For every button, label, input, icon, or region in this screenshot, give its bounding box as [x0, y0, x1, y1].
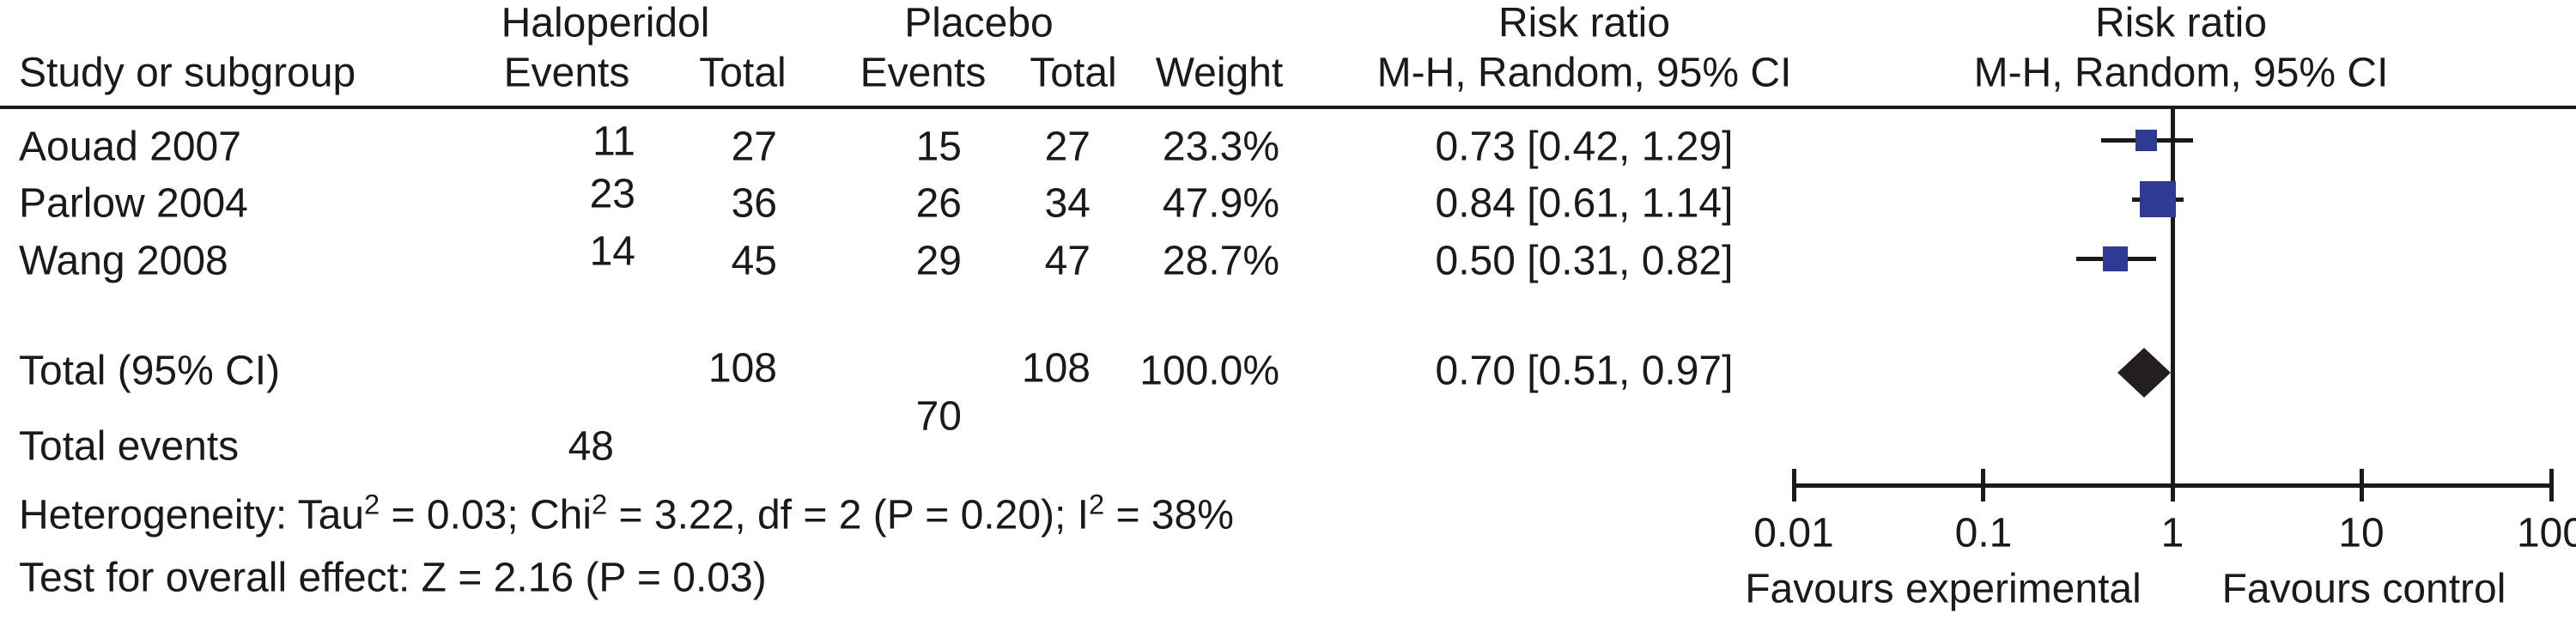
total-events-label: Total events [19, 423, 240, 470]
haloperidol-events-value: 11 [592, 119, 635, 165]
haloperidol-total-value: 45 [731, 238, 777, 284]
heterogeneity-stats: Heterogeneity: Tau2 = 0.03; Chi2 = 3.22,… [19, 488, 1234, 538]
haloperidol-total-value: 36 [731, 180, 777, 227]
effect-square [2103, 246, 2128, 271]
total-placebo-total: 108 [1021, 345, 1091, 392]
column-group-placebo: Placebo [904, 0, 1054, 46]
haloperidol-events-value: 23 [589, 171, 635, 217]
header-separator-line [0, 106, 2576, 109]
pooled-diamond [2117, 348, 2171, 398]
x-axis-tick [1981, 469, 1985, 501]
total-row-label: Total (95% CI) [19, 348, 281, 394]
header-placebo-total: Total [1030, 50, 1117, 96]
x-tick-label: 1 [2160, 510, 2184, 556]
effect-square [2140, 181, 2176, 217]
haloperidol-total-value: 27 [731, 124, 777, 170]
x-axis-tick [2360, 469, 2364, 501]
x-axis-tick [1792, 469, 1796, 501]
favours-experimental-label: Favours experimental [1745, 566, 2142, 612]
total-events-placebo: 70 [915, 393, 962, 440]
x-tick-label: 0.01 [1753, 510, 1834, 556]
weight-value: 28.7% [1162, 238, 1279, 284]
risk-ratio-ci-value: 0.50 [0.31, 0.82] [1435, 238, 1734, 284]
overall-effect-stats: Test for overall effect: Z = 2.16 (P = 0… [19, 555, 767, 601]
placebo-total-value: 34 [1044, 180, 1091, 227]
column-group-haloperidol: Haloperidol [501, 0, 710, 46]
header-study: Study or subgroup [19, 50, 356, 96]
study-name: Parlow 2004 [19, 180, 248, 227]
total-events-haloperidol: 48 [568, 423, 614, 470]
haloperidol-events-value: 14 [589, 228, 635, 275]
x-axis-tick [2171, 469, 2175, 501]
risk-ratio-ci-value: 0.73 [0.42, 1.29] [1435, 124, 1734, 170]
header-weight: Weight [1155, 50, 1284, 96]
x-axis-tick [2549, 469, 2554, 501]
placebo-events-value: 26 [915, 180, 962, 227]
placebo-total-value: 47 [1044, 238, 1091, 284]
placebo-events-value: 15 [915, 124, 962, 170]
placebo-total-value: 27 [1044, 124, 1091, 170]
header-method-text-column: M-H, Random, 95% CI [1376, 50, 1792, 96]
weight-value: 23.3% [1162, 124, 1279, 170]
header-method-plot-column: M-H, Random, 95% CI [1973, 50, 2389, 96]
study-name: Aouad 2007 [19, 124, 241, 170]
effect-square [2136, 130, 2157, 151]
x-tick-label: 100 [2516, 510, 2576, 556]
total-haloperidol-total: 108 [708, 345, 777, 392]
placebo-events-value: 29 [915, 238, 962, 284]
favours-control-label: Favours control [2221, 566, 2506, 612]
header-haloperidol-events: Events [503, 50, 630, 96]
header-haloperidol-total: Total [699, 50, 787, 96]
reference-line [2171, 107, 2175, 487]
study-name: Wang 2008 [19, 238, 228, 284]
column-risk-ratio-plot-title: Risk ratio [2094, 0, 2268, 46]
risk-ratio-ci-value: 0.84 [0.61, 1.14] [1435, 180, 1734, 227]
header-placebo-events: Events [860, 50, 987, 96]
weight-value: 47.9% [1162, 180, 1279, 227]
x-tick-label: 10 [2338, 510, 2385, 556]
total-risk-ratio-ci: 0.70 [0.51, 0.97] [1435, 348, 1734, 394]
total-weight: 100.0% [1139, 348, 1279, 394]
column-risk-ratio-text-title: Risk ratio [1498, 0, 1671, 46]
x-tick-label: 0.1 [1954, 510, 2013, 556]
